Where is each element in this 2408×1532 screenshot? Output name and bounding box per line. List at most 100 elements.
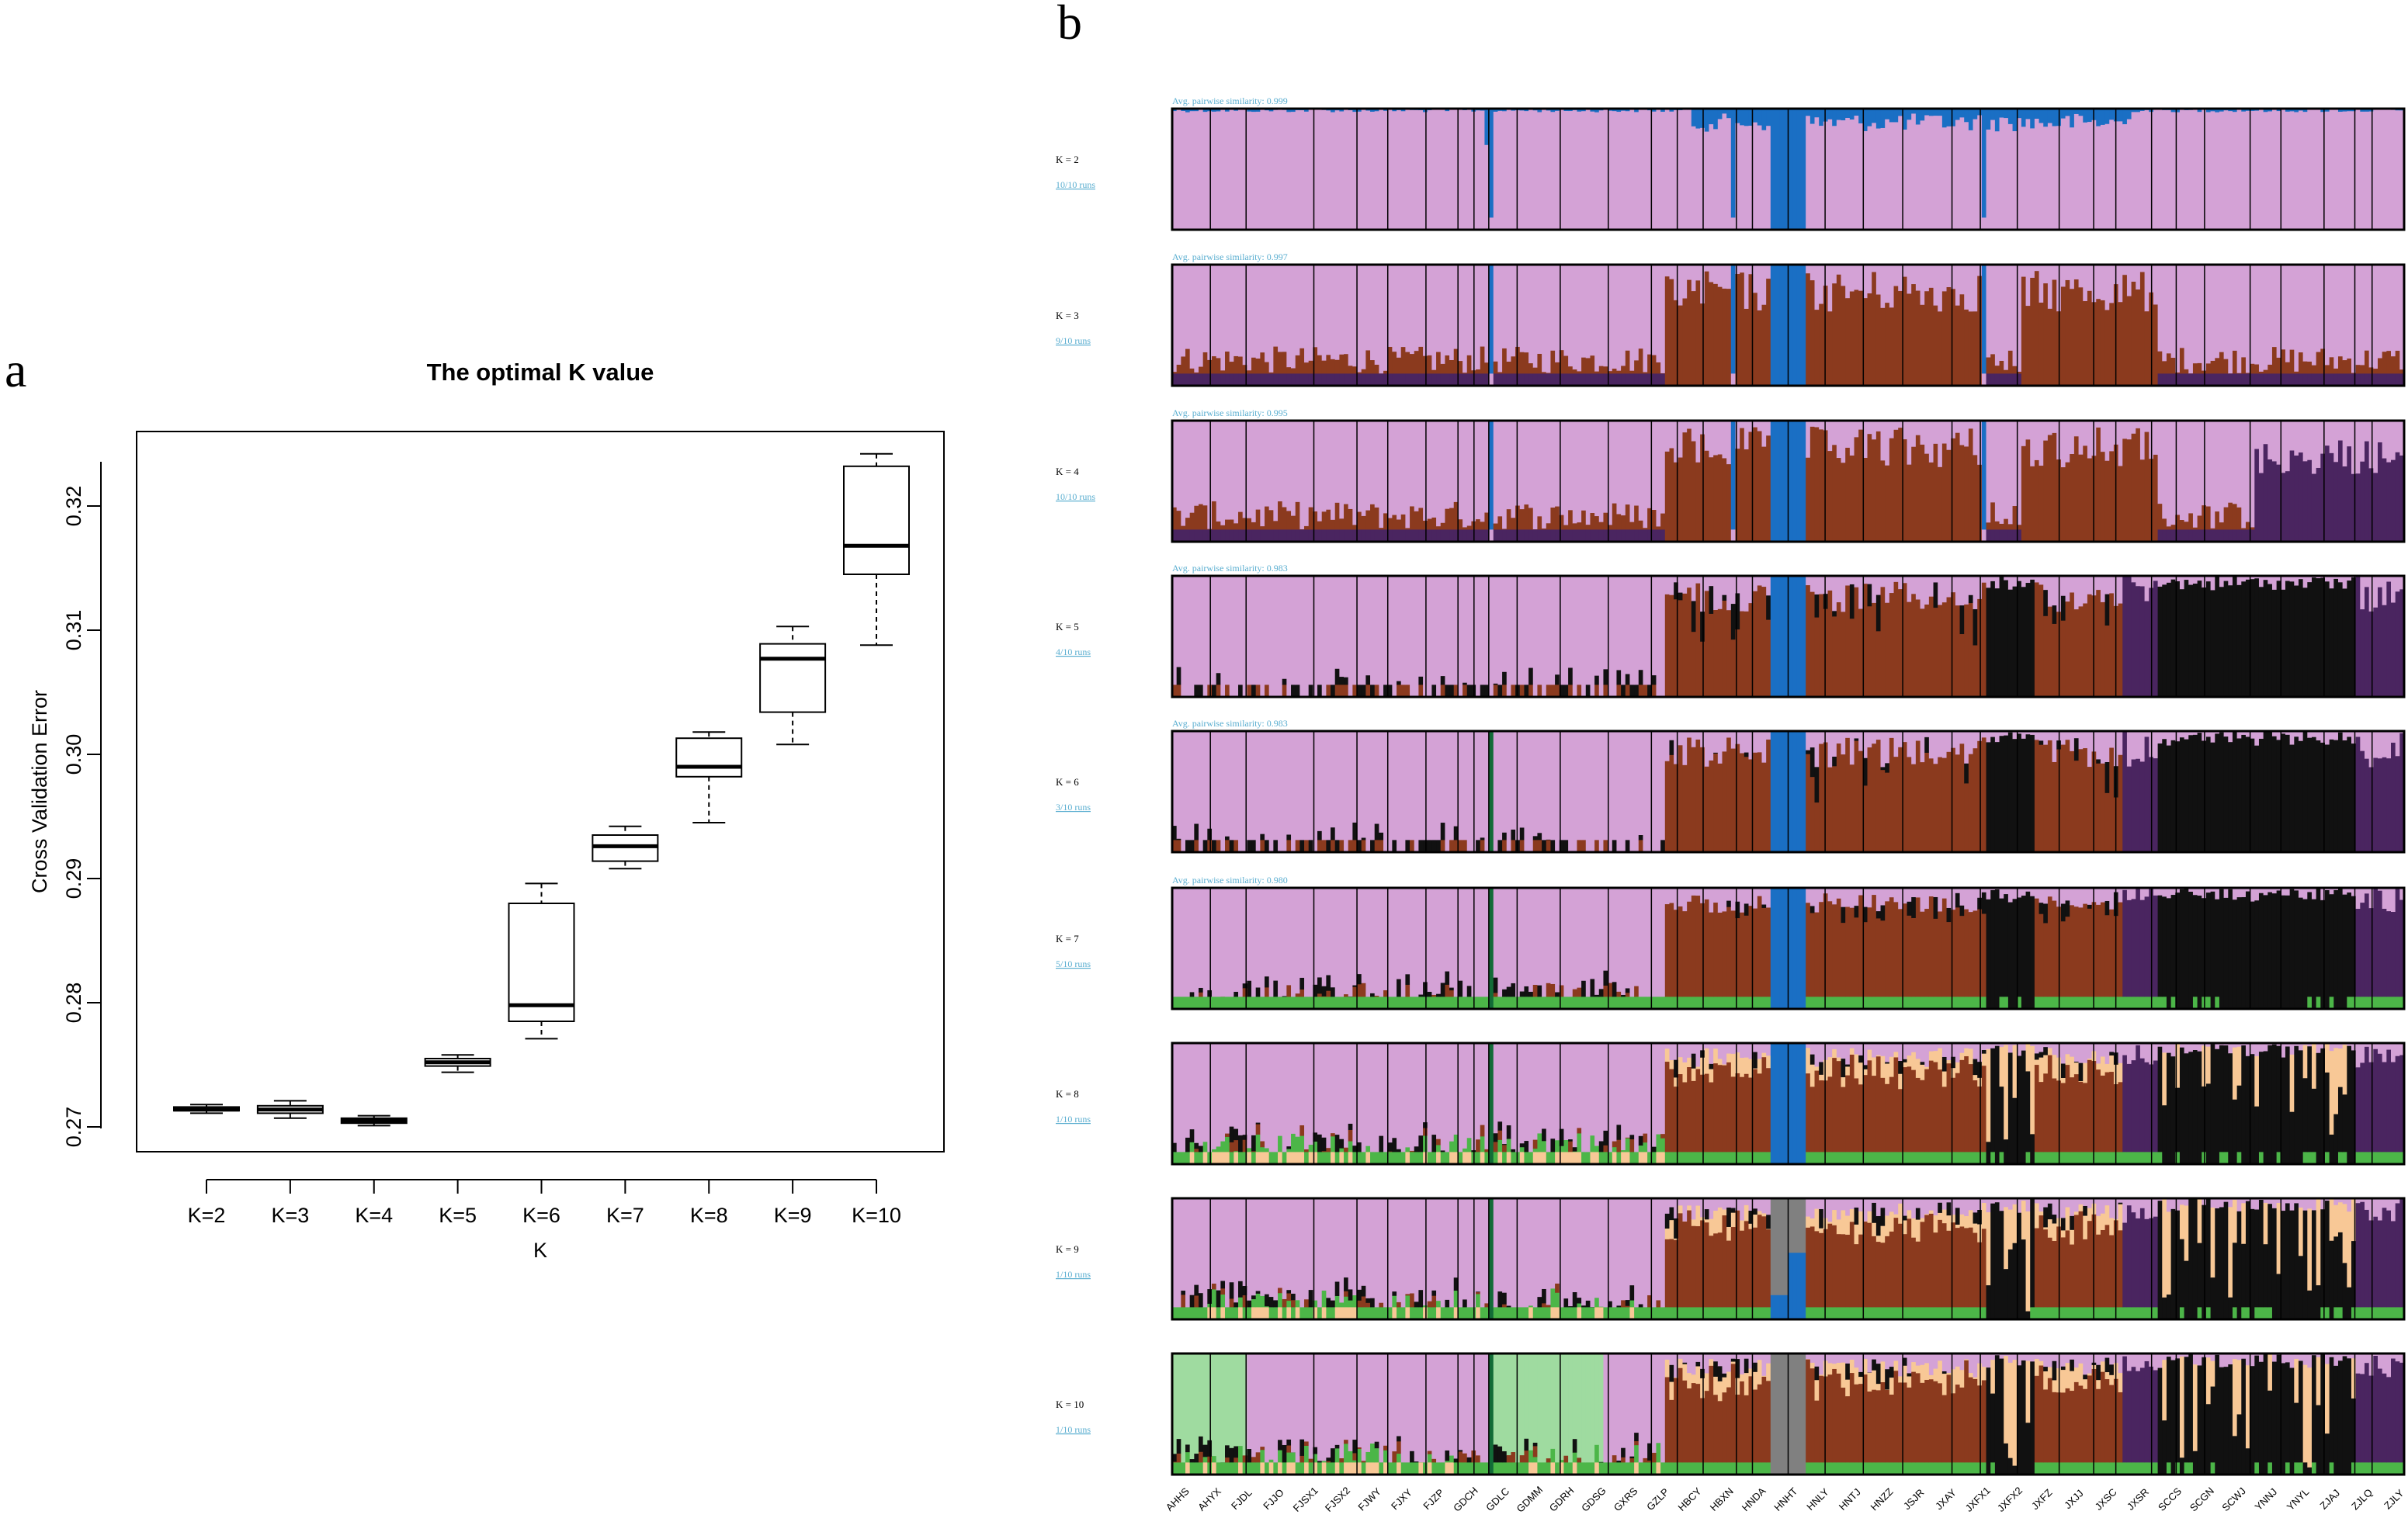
admixture-segment: [2368, 996, 2374, 1010]
admixture-segment: [1299, 348, 1305, 374]
admixture-segment: [1740, 272, 1745, 386]
admixture-segment: [1709, 576, 1714, 587]
admixture-segment: [1920, 996, 1925, 1010]
admixture-segment: [1726, 610, 1732, 698]
admixture-segment: [1194, 1043, 1199, 1144]
admixture-segment: [1466, 529, 1473, 542]
admixture-segment: [1902, 731, 1908, 743]
admixture-segment: [1858, 1043, 1864, 1056]
admixture-segment: [1202, 840, 1208, 853]
admixture-segment: [1431, 265, 1437, 371]
admixture-segment: [1832, 445, 1837, 542]
admixture-segment: [1383, 576, 1389, 685]
admixture-segment: [1247, 980, 1252, 997]
admixture-segment: [1594, 576, 1600, 677]
admixture-segment: [2004, 518, 2009, 530]
admixture-segment: [2070, 750, 2075, 853]
admixture-segment: [1682, 1082, 1688, 1152]
admixture-segment: [1400, 514, 1406, 530]
admixture-segment: [2144, 888, 2150, 897]
admixture-segment: [2289, 349, 2295, 374]
admixture-segment: [1339, 840, 1345, 853]
admixture-segment: [1704, 421, 1710, 452]
admixture-segment: [1247, 1043, 1252, 1149]
admixture-segment: [1616, 731, 1622, 853]
admixture-segment: [1357, 373, 1362, 386]
admixture-segment: [2017, 525, 2022, 530]
admixture-segment: [1660, 373, 1666, 374]
admixture-segment: [1233, 110, 1239, 230]
admixture-segment: [1832, 1048, 1837, 1059]
admixture-segment: [1880, 307, 1886, 386]
admixture-segment: [2298, 897, 2304, 1010]
admixture-segment: [1841, 1152, 1846, 1165]
admixture-segment: [1440, 676, 1446, 685]
admixture-segment: [1365, 265, 1371, 351]
admixture-segment: [1317, 830, 1323, 841]
admixture-segment: [1559, 840, 1565, 853]
admixture-segment: [1295, 109, 1300, 230]
admixture-segment: [1647, 265, 1653, 355]
admixture-segment: [1994, 366, 2000, 374]
admixture-segment: [2228, 421, 2233, 504]
admixture-segment: [2073, 109, 2080, 115]
admixture-segment: [1968, 1048, 1974, 1065]
admixture-segment: [1572, 888, 1578, 990]
admixture-segment: [1247, 1148, 1252, 1152]
admixture-segment: [1260, 1141, 1265, 1148]
admixture-segment: [1220, 529, 1226, 542]
admixture-segment: [2219, 732, 2225, 853]
admixture-segment: [2258, 109, 2264, 230]
admixture-segment: [2060, 467, 2066, 542]
admixture-segment: [1233, 840, 1239, 853]
admixture-segment: [2360, 265, 2365, 366]
admixture-segment: [1225, 109, 1230, 113]
admixture-segment: [1260, 109, 1265, 230]
admixture-segment: [1427, 840, 1433, 853]
admixture-segment: [1603, 576, 1608, 670]
admixture-segment: [1436, 109, 1442, 230]
admixture-segment: [1959, 888, 1965, 906]
admixture-segment: [1383, 373, 1389, 386]
admixture-segment: [1766, 1043, 1771, 1056]
admixture-segment: [1885, 109, 1890, 120]
admixture-segment: [1511, 529, 1516, 542]
admixture-segment: [1598, 265, 1605, 367]
admixture-segment: [2271, 589, 2278, 698]
admixture-segment: [1331, 1152, 1336, 1165]
admixture-segment: [1862, 130, 1868, 230]
admixture-segment: [1542, 888, 1547, 997]
admixture-segment: [2047, 265, 2053, 310]
admixture-segment: [1603, 685, 1608, 698]
admixture-segment: [2219, 109, 2225, 113]
admixture-segment: [2038, 903, 2044, 915]
admixture-segment: [1695, 583, 1701, 698]
admixture-segment: [1278, 265, 1283, 352]
admixture-segment: [2241, 734, 2247, 853]
admixture-segment: [2298, 576, 2304, 580]
admixture-segment: [2241, 265, 2247, 358]
admixture-segment: [2100, 124, 2106, 230]
admixture-segment: [1651, 888, 1657, 997]
admixture-segment: [1199, 987, 1204, 993]
admixture-segment: [1924, 109, 1930, 116]
admixture-segment: [2179, 520, 2185, 530]
admixture-segment: [1941, 127, 1948, 230]
admixture-segment: [1981, 529, 1987, 542]
admixture-segment: [1643, 109, 1648, 230]
admixture-segment: [1511, 518, 1516, 530]
admixture-segment: [1550, 529, 1556, 542]
admixture-segment: [2205, 581, 2212, 698]
admixture-segment: [2184, 739, 2189, 853]
admixture-segment: [2179, 731, 2185, 738]
admixture-segment: [1199, 685, 1204, 698]
admixture-segment: [1563, 529, 1569, 542]
admixture-segment: [1753, 427, 1758, 542]
admixture-segment: [2012, 899, 2018, 1010]
admixture-segment: [2223, 421, 2229, 508]
admixture-segment: [2373, 731, 2379, 758]
admixture-segment: [2083, 903, 2088, 997]
admixture-segment: [1990, 529, 1996, 542]
admixture-segment: [1893, 1152, 1899, 1165]
admixture-segment: [1730, 1053, 1737, 1077]
